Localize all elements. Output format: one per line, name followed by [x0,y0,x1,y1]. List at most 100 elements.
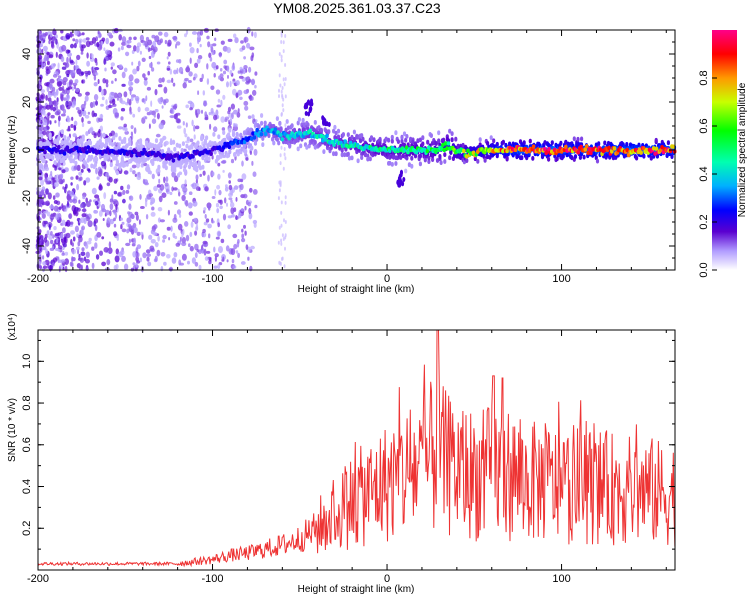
spectrogram-noise-cell [282,49,285,54]
spectrogram-y-ticks: -40 -20 0 20 40 [21,29,675,271]
spectrogram-noise-cell [229,80,232,88]
spectrogram-noise-cell [279,161,282,166]
spectrogram-cell [279,127,283,132]
spectrogram-cell [456,143,460,149]
spectrogram-noise-cell [98,210,103,217]
spectrogram-noise-cell [230,158,235,164]
spectrogram-noise-cell [126,44,132,49]
spectrogram-cell [167,147,171,153]
spectrogram-noise-cell [126,228,130,234]
spectrogram-cell [88,140,93,146]
spectrogram-noise-cell [58,245,63,250]
spectrogram-noise-cell [230,201,235,208]
spectrogram-noise-cell [171,77,174,83]
spectrogram-noise-cell [126,217,132,224]
spectrogram-noise-cell [81,122,85,128]
spectrogram-cell [176,172,181,178]
spectrogram-noise-cell [231,258,235,264]
spectrogram-noise-cell [113,223,117,228]
spectrogram-noise-cell [161,105,164,109]
spectrogram-cell [405,155,409,161]
spectrogram-noise-cell [61,252,65,256]
spectrogram-noise-cell [195,179,198,184]
spectrogram-noise-cell [196,58,201,64]
spectrogram-cell [559,140,563,146]
spectrogram-noise-cell [72,198,78,204]
spectrogram-noise-cell [146,253,152,257]
spectrogram-noise-cell [107,32,113,37]
spectrogram-cell [366,156,370,162]
spectrogram-noise-cell [165,176,169,183]
spectrogram-noise-cell [67,101,73,107]
spectrogram-noise-cell [58,120,61,128]
spectrogram-noise-cell [146,256,150,262]
spectrogram-noise-cell [175,242,181,247]
spectrogram-noise-cell [46,121,50,125]
spectrogram-noise-cell [155,133,161,138]
spectrogram-noise-cell [46,211,51,217]
spectrogram-noise-cell [283,264,286,269]
spectrogram-noise-cell [50,41,54,48]
spectrogram-cell [227,144,232,150]
spectrogram-noise-cell [54,120,57,124]
spectrogram-noise-cell [226,202,228,207]
spectrogram-cell [288,142,292,148]
spectrogram-noise-cell [113,231,118,237]
spectrogram-cell [402,177,406,182]
spectrogram-noise-cell [280,200,283,205]
spectrogram-noise-cell [156,184,161,188]
spectrogram-cell [106,154,110,160]
spectrogram-noise-cell [142,252,147,259]
spectrogram-cell [333,124,337,130]
spectrogram-noise-cell [149,201,153,206]
spectrogram-cell [271,136,275,142]
spectrogram-noise-cell [244,37,247,44]
spectrogram-cell [261,142,265,148]
spectrogram-cell [242,130,247,136]
spectrogram-noise-cell [70,176,74,180]
spectrogram-noise-cell [234,37,239,44]
spectrogram-noise-cell [105,99,108,105]
spectrogram-noise-cell [49,205,55,209]
spectrogram-x-tick-label: 100 [552,273,570,285]
spectrogram-noise-cell [51,262,55,267]
spectrogram-noise-cell [113,217,116,222]
spectrogram-x-tick-label: -100 [202,273,224,285]
spectrogram-noise-cell [100,203,106,211]
spectrogram-noise-cell [176,67,179,74]
spectrogram-noise-cell [250,55,254,62]
spectrogram-cell [486,154,490,160]
spectrogram-noise-cell [53,226,57,231]
spectrogram-y-tick-label: -20 [21,190,33,206]
spectrogram-noise-cell [93,74,97,81]
spectrogram-noise-cell [221,154,227,158]
spectrogram-noise-cell [55,192,60,198]
spectrogram-noise-cell [220,40,225,45]
spectrogram-cell [410,163,414,169]
spectrogram-cell [129,153,134,158]
spectrogram-noise-cell [80,251,86,257]
spectrogram-noise-cell [188,71,193,77]
spectrogram-noise-cell [114,212,118,219]
spectrogram-noise-cell [214,256,217,262]
spectrogram-noise-cell [50,139,54,145]
spectrogram-noise-cell [73,124,77,131]
spectrogram-noise-cell [189,231,193,238]
spectrogram-noise-cell [54,111,60,116]
spectrogram-cell [250,145,254,151]
spectrogram-noise-cell [148,234,153,240]
snr-y-tick-label: 0.2 [21,521,33,536]
spectrogram-noise-cell [45,104,51,110]
spectrogram-noise-cell [154,88,158,96]
spectrogram-noise-cell [223,59,228,65]
spectrogram-noise-cell [284,235,287,240]
spectrogram-noise-cell [148,123,151,129]
spectrogram-noise-cell [58,206,62,210]
spectrogram-noise-cell [149,62,153,68]
spectrogram-noise-cell [80,103,86,111]
spectrogram-noise-cell [281,86,284,90]
spectrogram-cell [80,143,84,149]
spectrogram-cell [125,143,129,149]
spectrogram-noise-cell [170,107,173,114]
spectrogram-noise-cell [69,31,73,38]
